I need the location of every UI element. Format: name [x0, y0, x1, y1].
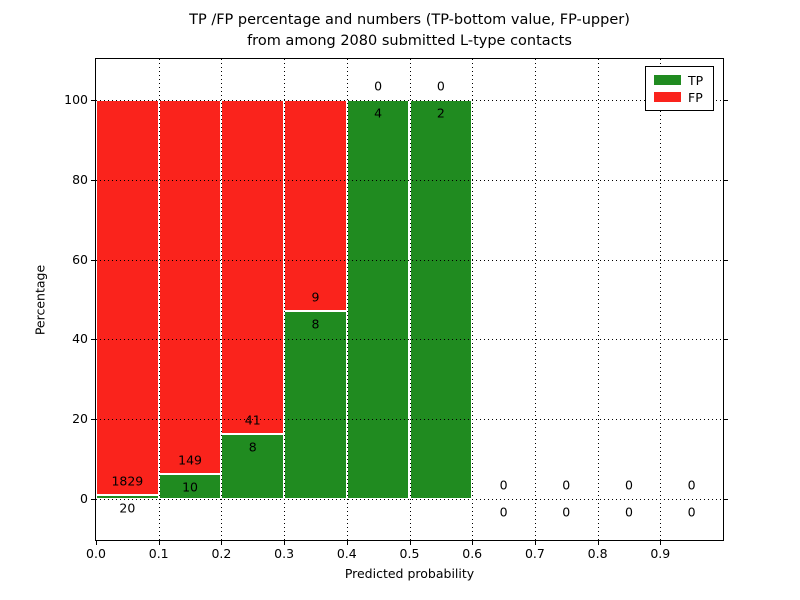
fp-count-label: 0 [499, 477, 508, 493]
fp-count-label: 0 [562, 477, 571, 493]
fp-count-label: 1829 [111, 473, 144, 489]
y-tick-right [723, 179, 728, 181]
gridline-vertical [409, 59, 411, 540]
y-tick-label: 100 [64, 92, 88, 108]
x-tick-label: 0.3 [274, 546, 295, 561]
tp-legend-swatch [654, 75, 681, 85]
tp-count-label: 0 [687, 504, 696, 520]
tp-count-label: 8 [248, 439, 257, 455]
legend-item-tp: TP [654, 74, 713, 87]
tp-legend-label: TP [688, 72, 704, 88]
legend: TP FP [645, 66, 714, 111]
x-tick-label: 0.0 [86, 546, 106, 561]
x-tick [158, 540, 160, 545]
fp-count-label: 41 [244, 412, 261, 428]
gridline-vertical [472, 59, 474, 540]
gridline-vertical [284, 59, 286, 540]
y-tick-right [723, 498, 728, 500]
y-tick [91, 259, 96, 261]
x-tick [284, 540, 286, 545]
x-tick-label: 0.7 [524, 546, 545, 561]
tp-bar-segment [96, 494, 159, 499]
x-tick [96, 540, 97, 545]
fp-count-label: 0 [687, 477, 696, 493]
tp-count-label: 2 [436, 105, 445, 121]
x-tick-label: 0.1 [148, 546, 169, 561]
tp-count-label: 8 [311, 316, 320, 332]
fp-legend-label: FP [688, 89, 703, 105]
x-tick-label: 0.8 [587, 546, 608, 561]
fp-count-label: 9 [311, 289, 320, 305]
fp-count-label: 0 [624, 477, 633, 493]
y-tick-label: 0 [80, 490, 88, 506]
fp-bar-segment [158, 100, 222, 474]
chart-title: TP /FP percentage and numbers (TP-bottom… [96, 10, 723, 52]
gridline-vertical [221, 59, 223, 540]
x-axis-label: Predicted probability [344, 566, 475, 581]
x-tick-label: 0.4 [336, 546, 357, 561]
tp-bar-segment [409, 100, 473, 499]
x-tick-label: 0.6 [462, 546, 483, 561]
tp-bar-segment [158, 473, 222, 499]
y-tick-label: 20 [72, 411, 88, 427]
y-tick [91, 100, 96, 102]
y-tick-right [723, 100, 728, 102]
tp-count-label: 4 [374, 105, 383, 121]
x-tick-label: 0.9 [650, 546, 671, 561]
fp-count-label: 0 [436, 78, 445, 94]
chart-title-line1: TP /FP percentage and numbers (TP-bottom… [189, 12, 630, 28]
x-tick [534, 540, 536, 545]
fp-legend-swatch [654, 92, 681, 102]
tp-count-label: 0 [499, 504, 508, 520]
fp-bar-segment [284, 100, 347, 312]
tp-bar-segment [346, 100, 410, 499]
x-tick [597, 540, 599, 545]
fp-bar-segment [221, 100, 285, 434]
y-tick-label: 40 [72, 331, 88, 347]
tp-bar-segment [284, 311, 347, 499]
x-tick [660, 540, 662, 545]
x-tick-label: 0.2 [211, 546, 232, 561]
tp-count-label: 0 [562, 504, 571, 520]
gridline-vertical [346, 59, 348, 540]
tp-count-label: 0 [624, 504, 633, 520]
y-tick-right [723, 259, 728, 261]
gridline-vertical [597, 59, 599, 540]
fp-count-label: 149 [178, 452, 202, 468]
chart-title-line2: from among 2080 submitted L-type contact… [247, 33, 572, 49]
x-tick [472, 540, 474, 545]
legend-item-fp: FP [654, 91, 713, 104]
y-tick [91, 339, 96, 341]
y-tick-label: 80 [72, 171, 88, 187]
y-axis-label: Percentage [32, 264, 48, 336]
x-tick [221, 540, 223, 545]
tp-count-label: 10 [182, 479, 198, 495]
fp-bar-segment [96, 100, 159, 495]
gridline-vertical [158, 59, 160, 540]
x-tick [346, 540, 348, 545]
y-tick [91, 419, 96, 421]
fp-count-label: 0 [374, 78, 383, 94]
gridline-vertical [534, 59, 536, 540]
y-tick-right [723, 419, 728, 421]
y-tick [91, 179, 96, 181]
gridline-vertical [660, 59, 662, 540]
x-tick-label: 0.5 [399, 546, 420, 561]
y-tick-label: 60 [72, 251, 88, 267]
x-tick [409, 540, 411, 545]
y-tick [91, 498, 96, 500]
y-tick-right [723, 339, 728, 341]
tp-bar-segment [221, 433, 285, 499]
tp-count-label: 20 [119, 500, 136, 516]
